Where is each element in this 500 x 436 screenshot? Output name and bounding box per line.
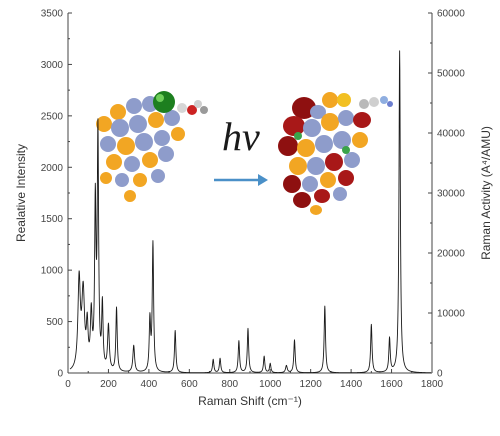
x-tick-label: 400 — [141, 379, 158, 390]
y-axis-right-title: Raman Activity (A⁴/AMU) — [479, 126, 493, 260]
y-left-tick-label: 1000 — [41, 266, 64, 277]
molecule-cluster-right — [278, 92, 393, 215]
y-left-tick-label: 500 — [46, 317, 63, 328]
y-right-tick-label: 30000 — [437, 189, 465, 200]
y-right-tick-label: 50000 — [437, 69, 465, 80]
photon-energy-label: hν — [222, 114, 260, 159]
x-axis-title: Raman Shift (cm⁻¹) — [198, 394, 302, 408]
y-right-tick-label: 60000 — [437, 9, 465, 20]
x-tick-label: 1400 — [340, 379, 363, 390]
y-right-tick-label: 0 — [437, 369, 443, 380]
y-left-tick-label: 1500 — [41, 214, 64, 225]
x-tick-label: 600 — [181, 379, 198, 390]
transition-arrow — [214, 174, 268, 186]
plot-area: 0 200 400 600 800 1000 1200 1400 1600 18000500100… — [14, 9, 493, 409]
spectrum-line-0 — [69, 50, 432, 374]
y-axis-left-title: Realative Intensity — [14, 144, 28, 242]
y-right-tick-label: 20000 — [437, 249, 465, 260]
x-tick-label: 0 — [65, 379, 71, 390]
y-left-tick-label: 2500 — [41, 111, 64, 122]
y-right-tick-label: 10000 — [437, 309, 465, 320]
molecule-cluster-left — [96, 91, 208, 202]
y-left-tick-label: 3000 — [41, 60, 64, 71]
x-tick-label: 1000 — [259, 379, 282, 390]
y-left-tick-label: 0 — [57, 369, 63, 380]
y-left-tick-label: 3500 — [41, 9, 64, 20]
x-tick-label: 1800 — [421, 379, 444, 390]
y-right-tick-label: 40000 — [437, 129, 465, 140]
x-tick-label: 1600 — [380, 379, 403, 390]
x-tick-label: 1200 — [300, 379, 323, 390]
x-tick-label: 200 — [100, 379, 117, 390]
x-tick-label: 800 — [221, 379, 238, 390]
y-left-tick-label: 2000 — [41, 163, 64, 174]
